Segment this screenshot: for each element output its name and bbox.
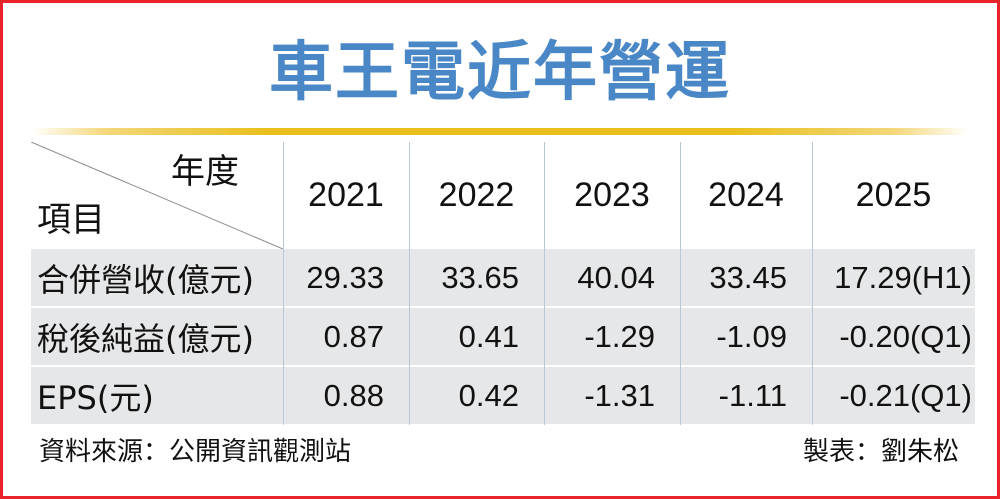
table-cell: 0.87 bbox=[323, 318, 384, 354]
title-underline-bar bbox=[31, 128, 969, 135]
diagonal-divider bbox=[31, 142, 283, 249]
column-header-year: 2023 bbox=[574, 176, 650, 214]
column-divider bbox=[680, 142, 681, 425]
table-cell: -1.31 bbox=[584, 377, 655, 413]
table-cell: 40.04 bbox=[577, 259, 655, 295]
table-row: EPS(元) 0.88 0.42 -1.31 -1.11 -0.21(Q1) bbox=[31, 367, 975, 424]
row-label: EPS(元) bbox=[37, 378, 154, 417]
table-cell: 29.33 bbox=[306, 259, 384, 295]
header-corner: 年度 項目 bbox=[31, 142, 283, 249]
table-cell: -1.11 bbox=[718, 377, 787, 413]
column-header-year: 2022 bbox=[438, 176, 515, 214]
column-header-year: 2024 bbox=[708, 176, 784, 214]
table-cell: 0.88 bbox=[323, 377, 384, 413]
row-label: 合併營收(億元) bbox=[37, 260, 254, 299]
column-header-year: 2025 bbox=[855, 176, 932, 214]
column-divider bbox=[812, 142, 813, 425]
table-cell: 33.45 bbox=[709, 259, 787, 295]
header-item-label: 項目 bbox=[37, 200, 105, 240]
table-row: 合併營收(億元) 29.33 33.65 40.04 33.45 17.29(H… bbox=[31, 249, 975, 306]
table-cell: -1.29 bbox=[584, 318, 655, 354]
row-label: 稅後純益(億元) bbox=[37, 319, 254, 358]
table-cell: 0.41 bbox=[458, 318, 519, 354]
author-note: 製表：劉朱松 bbox=[802, 437, 959, 467]
source-note: 資料來源：公開資訊觀測站 bbox=[39, 437, 352, 467]
table-cell: 17.29(H1) bbox=[834, 259, 972, 295]
table-cell: -0.20(Q1) bbox=[839, 318, 972, 354]
table-cell: -1.09 bbox=[716, 318, 787, 354]
data-table: 合併營收(億元) 29.33 33.65 40.04 33.45 17.29(H… bbox=[31, 142, 975, 425]
header-year-label: 年度 bbox=[171, 152, 239, 192]
table-row: 稅後純益(億元) 0.87 0.41 -1.29 -1.09 -0.20(Q1) bbox=[31, 308, 975, 365]
column-divider bbox=[283, 142, 284, 425]
column-divider bbox=[544, 142, 545, 425]
chart-title: 車王電近年營運 bbox=[269, 36, 731, 110]
column-divider bbox=[409, 142, 410, 425]
table-cell: 0.42 bbox=[458, 377, 519, 413]
table-cell: -0.21(Q1) bbox=[839, 377, 972, 413]
column-header-year: 2021 bbox=[308, 176, 384, 214]
table-cell: 33.65 bbox=[441, 259, 519, 295]
